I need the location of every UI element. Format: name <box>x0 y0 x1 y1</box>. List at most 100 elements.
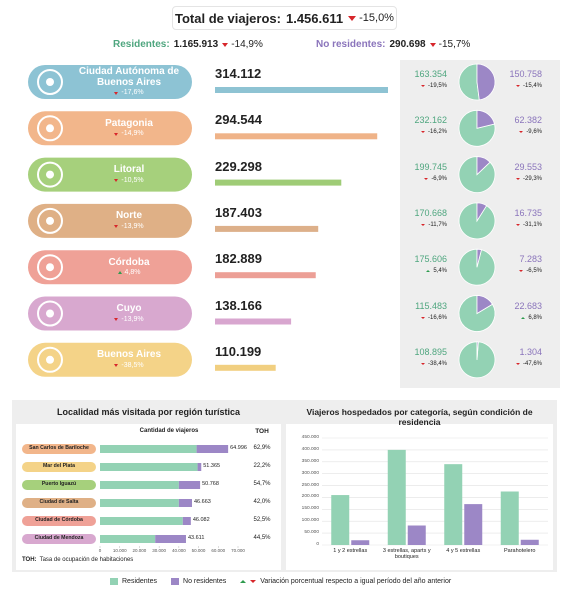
region-label: Cuyo -13,9% <box>70 297 188 331</box>
header-label: Total de viajeros: <box>175 10 281 26</box>
trend-arrow <box>515 362 520 365</box>
residents-value: 163.354 <box>414 69 447 79</box>
x-tick-label: 60.000 <box>211 548 226 553</box>
y-tick-label: 0 <box>316 542 319 547</box>
change-row: -9,6% <box>498 129 542 135</box>
change-value: -14,9% <box>231 39 263 50</box>
x-tick-label: 20.000 <box>132 548 147 553</box>
total-label: 64.996 <box>230 445 247 451</box>
change-value: -29,3% <box>522 175 542 182</box>
pie-non-residents <box>476 202 488 223</box>
region-label: Litoral -10,5% <box>70 158 188 192</box>
locality-pill <box>22 534 96 544</box>
change-row: -19,5% <box>403 83 447 89</box>
region-pill <box>28 157 192 192</box>
change-value: -11,7% <box>428 221 447 228</box>
region-label: Buenos Aires -38,5% <box>70 343 188 377</box>
chart-title: Viajeros hospedados por categoría, según… <box>306 407 533 427</box>
region-icon-dot <box>46 124 54 133</box>
region-name: Litoral <box>113 164 145 176</box>
change-row: -47,6% <box>498 361 542 367</box>
region-icon <box>37 115 63 142</box>
change-value: -13,9% <box>121 315 144 323</box>
bar-residents <box>500 491 519 545</box>
change-value: 5,4% <box>433 268 447 275</box>
change-row: -11,7% <box>403 222 447 228</box>
footnote-abbr: TOH: <box>22 557 37 563</box>
trend-arrow <box>420 131 425 134</box>
y-tick-label: 200.000 <box>301 494 319 500</box>
region-icon <box>37 254 63 281</box>
change-value: -19,5% <box>427 83 447 89</box>
locality-name: San Carlos de Bariloche <box>29 445 89 451</box>
summary-label: Residentes: <box>113 39 170 50</box>
region-icon-dot <box>46 216 54 225</box>
x-tick-label: 3 estrellas, aparts y boutiques <box>382 548 431 561</box>
y-tick-label: 300.000 <box>301 470 319 476</box>
bar-non-residents <box>197 463 202 471</box>
change-value: 6,8% <box>528 314 542 321</box>
toh-value: 44,5% <box>253 535 271 541</box>
non-residents-value: 29.553 <box>514 161 542 172</box>
legend: Residentes No residentes Variación porcent… <box>110 578 451 585</box>
change-row: -13,9% <box>114 315 144 323</box>
trend-arrow <box>426 270 431 273</box>
non-residents-value: 16.735 <box>514 207 542 218</box>
region-pill <box>28 250 192 285</box>
bar-non-residents <box>155 535 186 543</box>
region-bar <box>215 87 388 93</box>
locality-pill <box>22 480 96 490</box>
trend-arrow <box>420 85 425 87</box>
x-tick-label: Parahotelero <box>504 548 536 554</box>
trend-arrow <box>521 316 526 319</box>
footnote-text: Tasa de ocupación de habitaciones <box>39 557 134 563</box>
region-name: Norte <box>115 210 143 222</box>
region-icon <box>37 69 63 95</box>
region-pill <box>28 296 192 331</box>
x-tick-label: 1 y 2 estrellas <box>333 548 368 554</box>
x-tick-label: 0 <box>98 548 102 553</box>
trend-arrow <box>117 271 122 275</box>
region-total: 229.298 <box>215 158 262 174</box>
legend-label: Variación porcentual respecto a igual pe… <box>260 578 452 585</box>
change-row: -15,0% <box>348 12 394 24</box>
legend-label: No residentes <box>183 578 227 585</box>
bar-residents <box>100 445 197 453</box>
pie-residents <box>458 63 480 101</box>
toh-header: TOH <box>255 428 269 435</box>
bar-non-residents <box>407 525 426 545</box>
non-residents-value: 1.304 <box>519 346 542 357</box>
y-tick-label: 250.000 <box>301 482 319 488</box>
total-label: 43.611 <box>187 535 205 541</box>
region-pill <box>28 65 192 99</box>
summary-value: 1.165.913 <box>173 39 219 50</box>
residents-value: 170.668 <box>414 207 447 218</box>
bar-non-residents <box>464 504 483 545</box>
residents-value: 175.606 <box>414 254 447 265</box>
x-tick-label: 10.000 <box>112 548 127 553</box>
toh-value: 52,5% <box>253 517 271 523</box>
total-label: 50.768 <box>202 481 219 487</box>
bar-residents <box>100 481 179 489</box>
trend-arrow <box>519 270 524 273</box>
region-name: Patagonia <box>105 117 153 129</box>
region-name: Ciudad Autónoma de Buenos Aires <box>78 66 180 88</box>
toh-value: 22,2% <box>253 463 271 469</box>
change-value: -10,5% <box>121 176 144 184</box>
bar-non-residents <box>520 539 539 545</box>
change-row: 6,8% <box>498 315 542 321</box>
bar-residents <box>100 499 179 507</box>
region-bar <box>215 318 292 325</box>
pie-non-residents <box>476 341 479 360</box>
region-label: Ciudad Autónoma de Buenos Aires -17,6% <box>70 65 188 99</box>
change-row: -16,2% <box>403 129 447 135</box>
region-total: 314.112 <box>215 66 262 81</box>
change-row: -29,3% <box>498 176 542 182</box>
bar-residents <box>100 517 183 525</box>
legend-label: Residentes <box>122 578 158 585</box>
header-value: 1.456.611 <box>285 10 344 26</box>
region-icon-dot <box>46 309 54 318</box>
non-residents-value: 7.283 <box>519 254 542 265</box>
